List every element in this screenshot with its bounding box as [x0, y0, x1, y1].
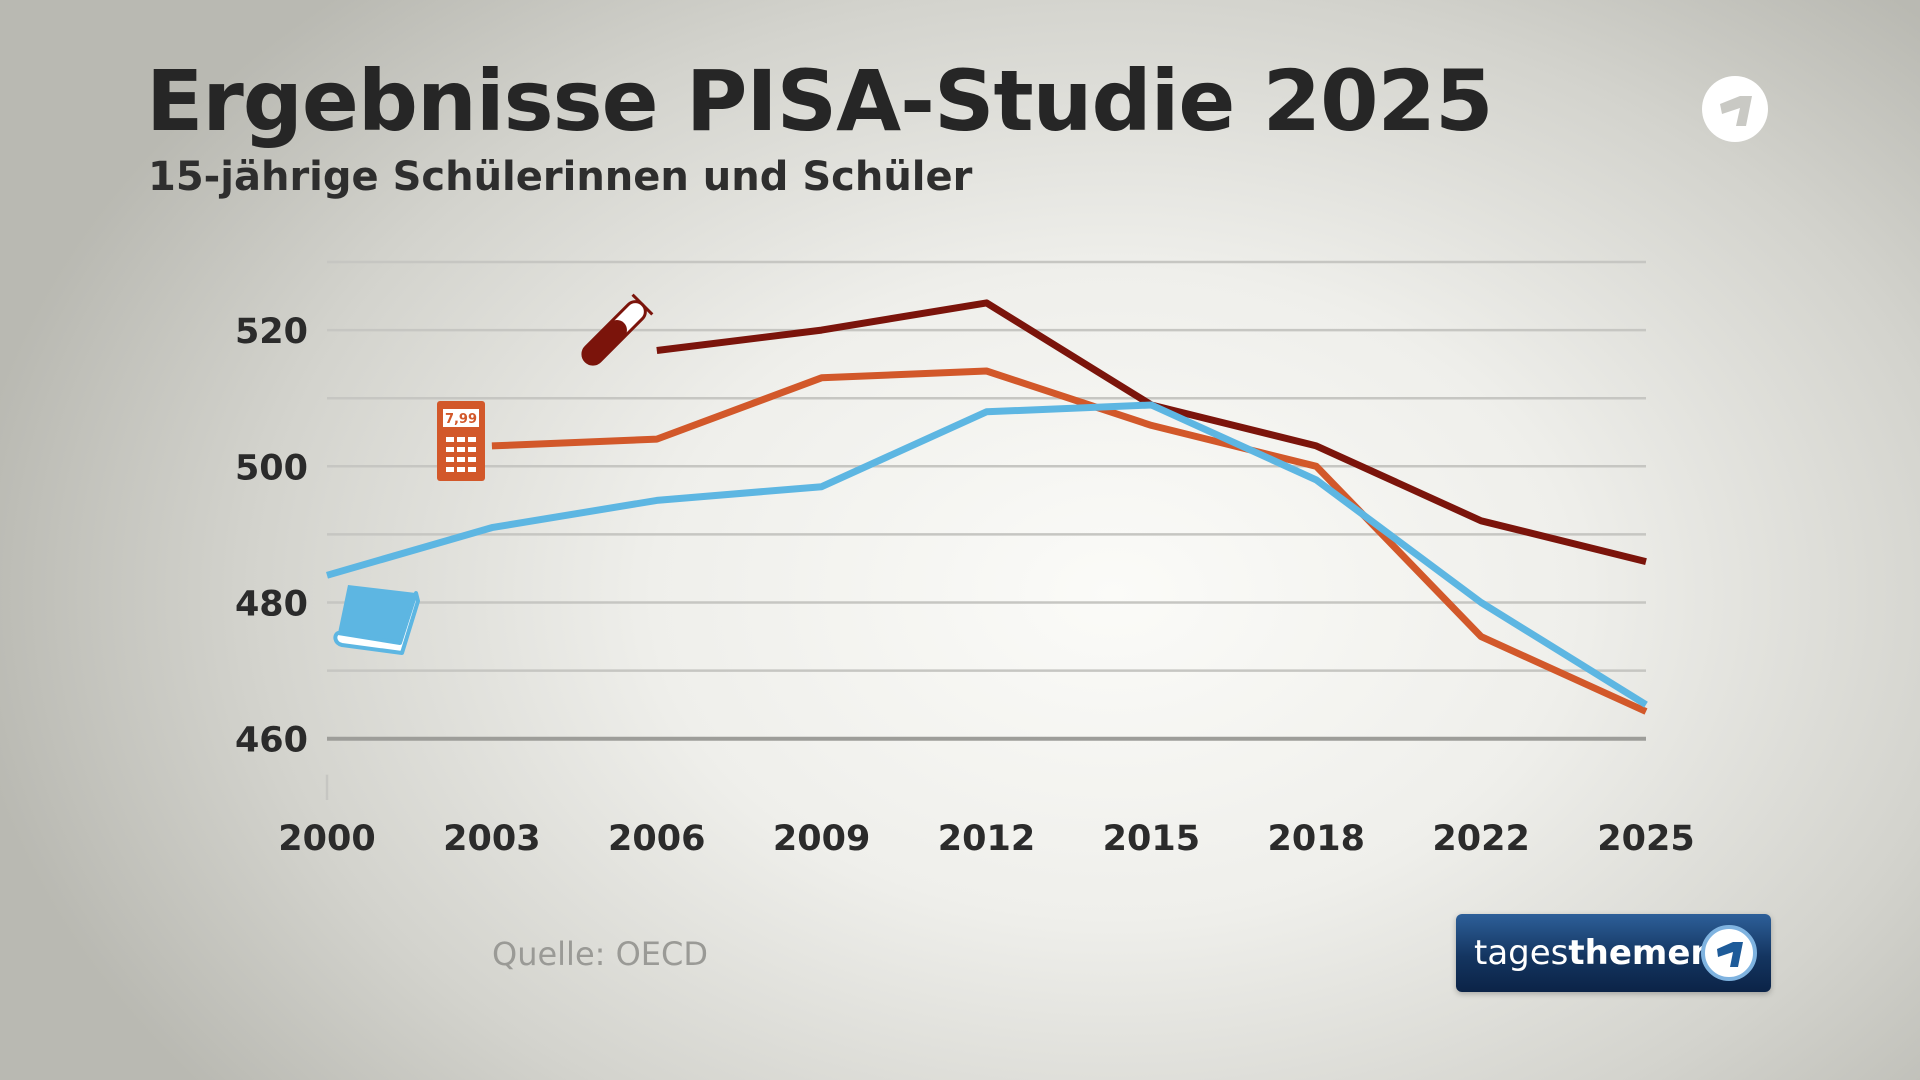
book-icon [333, 585, 420, 655]
series-line-book [326, 401, 1648, 708]
x-tick-label: 2022 [1432, 819, 1529, 859]
x-tick-label: 2018 [1268, 819, 1365, 859]
x-tick-label: 2006 [608, 819, 705, 859]
badge-text-bold: themen [1568, 933, 1715, 973]
series-line-test-tube [656, 299, 1647, 565]
y-tick-label: 480 [235, 585, 308, 625]
x-tick-label: 2025 [1597, 819, 1694, 859]
y-tick-label: 500 [235, 448, 308, 488]
series-line-calculator [491, 367, 1648, 715]
x-tick-label: 2000 [278, 819, 375, 859]
x-tick-label: 2012 [938, 819, 1035, 859]
calculator-display: 7,99 [445, 412, 477, 427]
x-tick-label: 2009 [773, 819, 870, 859]
tagesthemen-badge: tagesthemen [1456, 914, 1771, 992]
chart-title: Ergebnisse PISA-Studie 2025 [146, 52, 1493, 150]
ard-one-logo [1702, 76, 1768, 142]
x-tick-label: 2003 [443, 819, 540, 859]
ard-one-logo-small [1701, 925, 1757, 981]
badge-text-regular: tages [1474, 933, 1569, 973]
calculator-icon: 7,99 [437, 401, 485, 481]
source-note: Quelle: OECD [492, 935, 708, 973]
chart-subtitle: 15-jährige Schülerinnen und Schüler [148, 154, 973, 200]
y-tick-label: 520 [235, 312, 308, 352]
test-tube-icon [581, 293, 654, 366]
y-tick-label: 460 [235, 721, 308, 761]
x-tick-label: 2015 [1103, 819, 1200, 859]
